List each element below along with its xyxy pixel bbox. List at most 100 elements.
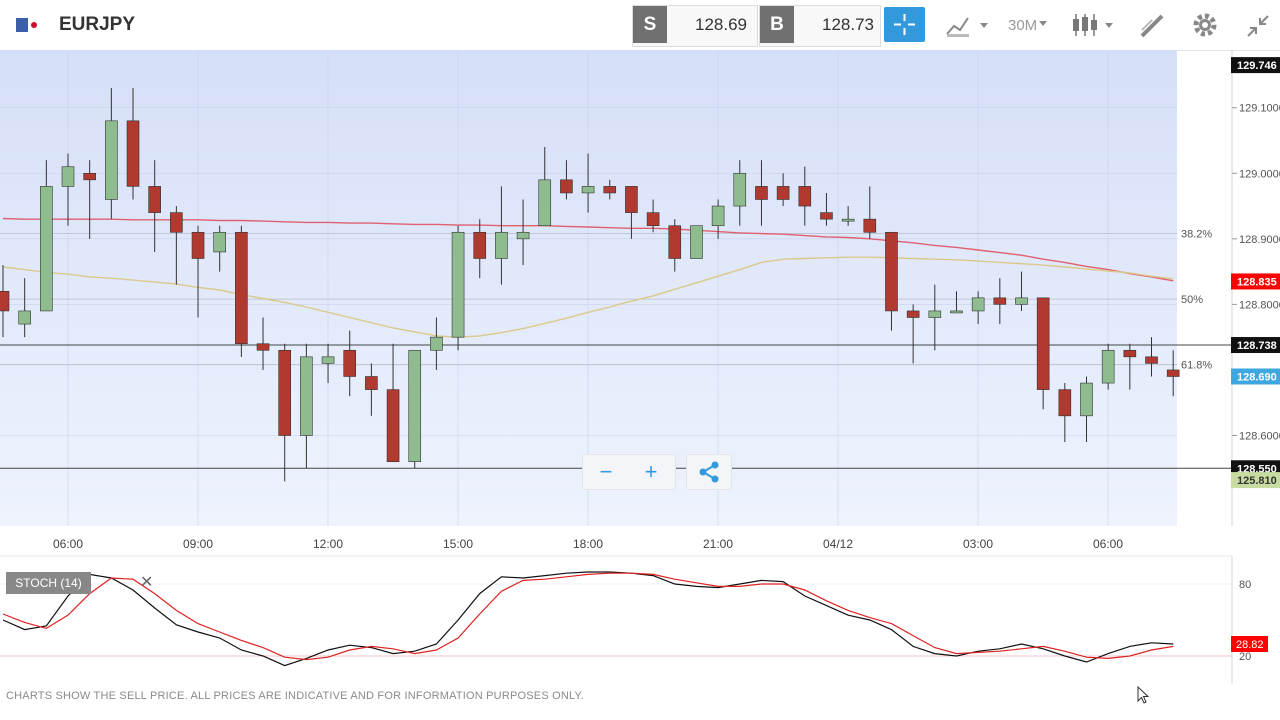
bullish-candle: [451, 231, 465, 338]
disclaimer-text: CHARTS SHOW THE SELL PRICE. ALL PRICES A…: [6, 690, 584, 702]
bullish-candle: [213, 231, 226, 253]
stoch-indicator-label[interactable]: STOCH (14): [6, 572, 91, 594]
bearish-candle: [1058, 389, 1072, 417]
buy-price-button[interactable]: B 128.73: [759, 5, 881, 47]
y-tick-label: 128.9000: [1239, 234, 1280, 246]
candle-style-button[interactable]: [1070, 8, 1118, 42]
bearish-candle: [1123, 349, 1137, 358]
y-tick-label: 129.1000: [1239, 103, 1280, 115]
price-tag-label: 128.835: [1237, 276, 1277, 288]
bullish-candle: [538, 179, 552, 227]
price-tag: [1231, 472, 1280, 489]
stoch-series-line: [2, 572, 1174, 661]
draw-tools-button[interactable]: [1138, 8, 1168, 42]
x-tick-label: 06:00: [1093, 537, 1123, 551]
bearish-candle: [343, 349, 357, 377]
sell-price-button[interactable]: S 128.69: [632, 5, 758, 47]
bullish-candle: [950, 310, 963, 314]
bearish-candle: [148, 186, 161, 213]
bullish-candle: [408, 349, 422, 463]
bearish-candle: [386, 389, 400, 463]
bearish-candle: [1036, 297, 1050, 390]
price-tag-label: 128.738: [1237, 340, 1277, 352]
chart-background: [0, 50, 1177, 526]
bearish-candle: [170, 212, 183, 233]
share-button[interactable]: [686, 454, 732, 490]
eu-flag-icon: [16, 18, 40, 32]
bullish-candle: [321, 356, 335, 364]
bearish-candle: [755, 186, 768, 200]
zoom-controls: − +: [582, 454, 676, 490]
bullish-candle: [581, 186, 595, 194]
bearish-candle: [906, 310, 920, 318]
bearish-candle: [885, 231, 898, 312]
bullish-candle: [61, 166, 75, 187]
zoom-in-button[interactable]: +: [644, 459, 658, 484]
buy-label: B: [760, 6, 794, 43]
x-tick-label: 12:00: [313, 537, 343, 551]
bearish-candle: [603, 186, 617, 194]
remove-indicator-button[interactable]: ✕: [140, 574, 154, 591]
bullish-candle: [1015, 297, 1028, 305]
bullish-candle: [1080, 382, 1093, 417]
bearish-candle: [473, 231, 487, 259]
bearish-candle: [646, 212, 660, 227]
pencil-icon: [1140, 14, 1164, 38]
stoch-y-tick-label: 20: [1239, 651, 1251, 663]
fullscreen-button[interactable]: [1244, 8, 1272, 42]
bearish-candle: [365, 376, 378, 390]
bearish-candle: [1166, 369, 1180, 377]
bearish-candle: [820, 212, 833, 220]
y-tick-label: 128.8000: [1239, 299, 1280, 311]
collapse-icon: [1247, 15, 1269, 37]
bearish-candle: [668, 225, 682, 259]
crosshair-icon: [894, 14, 915, 35]
timeframe-dropdown[interactable]: 30M: [1006, 8, 1050, 42]
stoch-value-label: 28.82: [1236, 639, 1264, 651]
moving-average-line: [2, 217, 1174, 282]
bearish-candle: [1145, 356, 1158, 364]
gear-icon: [1193, 13, 1217, 37]
price-tag-label: 128.690: [1237, 372, 1277, 384]
price-chart[interactable]: 38.2% 50% 61.8% 129.1000 129.0000 128.9000 12…: [0, 50, 1280, 560]
top-toolbar: EURJPY S 128.69 B 128.73 30M: [0, 0, 1280, 51]
bearish-candle: [256, 343, 270, 351]
x-tick-label: 04/12: [823, 537, 853, 551]
x-tick-label: 18:00: [573, 537, 603, 551]
settings-button[interactable]: [1190, 8, 1220, 42]
fib-level-label: 50%: [1181, 294, 1203, 306]
stoch-y-tick-label: 80: [1239, 579, 1251, 591]
bearish-candle: [798, 186, 812, 207]
sell-price: 128.69: [695, 15, 747, 34]
fib-level-label: 38.2%: [1181, 229, 1212, 241]
mouse-cursor-icon: [1137, 686, 1150, 704]
price-tag-label: 125.810: [1237, 475, 1277, 487]
bullish-candle: [711, 205, 725, 227]
zoom-out-button[interactable]: −: [599, 459, 613, 484]
bearish-candle: [83, 172, 96, 181]
stoch-series-line: [2, 571, 1174, 667]
sell-label: S: [633, 6, 667, 43]
chart-type-button[interactable]: [944, 8, 992, 42]
bullish-candle: [40, 186, 53, 312]
bullish-candle: [300, 356, 313, 436]
bearish-candle: [126, 120, 140, 187]
bullish-candle: [105, 120, 118, 200]
x-tick-label: 06:00: [53, 537, 83, 551]
line-chart-icon: [946, 17, 988, 37]
crosshair-button[interactable]: [884, 7, 925, 42]
bearish-candle: [993, 297, 1007, 305]
bearish-candle: [625, 186, 638, 213]
bearish-candle: [863, 218, 877, 233]
x-tick-label: 21:00: [703, 537, 733, 551]
timeframe-label: 30M: [1008, 17, 1038, 34]
bullish-candle: [430, 336, 443, 351]
bearish-candle: [278, 349, 292, 436]
buy-price: 128.73: [822, 15, 874, 34]
chevron-down-icon: [1039, 21, 1047, 26]
price-tag: [1231, 273, 1280, 290]
bullish-candle: [690, 225, 703, 259]
stoch-value-tag: [1231, 636, 1268, 652]
